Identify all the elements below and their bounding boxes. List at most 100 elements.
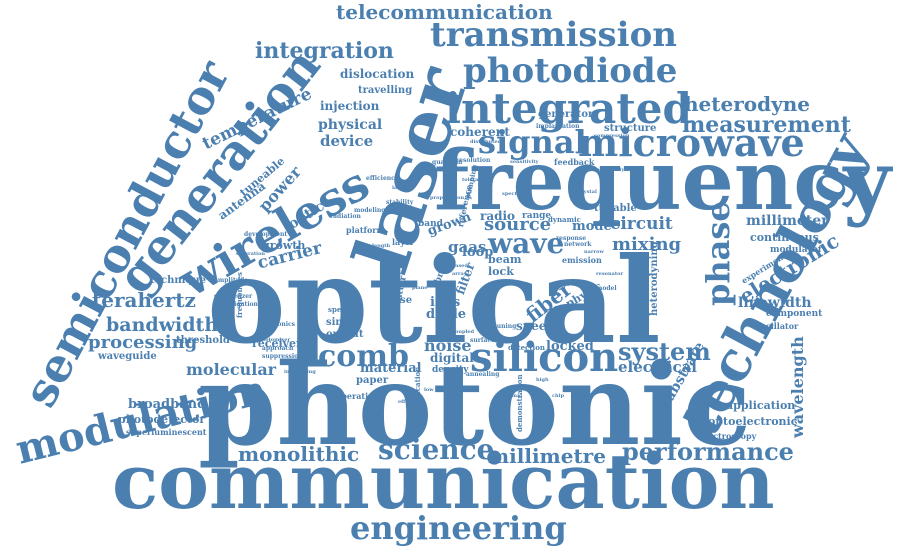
word-spectroscopy: spectroscopy xyxy=(698,431,757,441)
word-thermal: thermal xyxy=(500,393,523,399)
word-length: length xyxy=(372,243,391,249)
word-stability: stability xyxy=(386,199,414,206)
word-structure: structure xyxy=(604,123,657,134)
word-network: network xyxy=(564,241,592,248)
word-saturation: saturation xyxy=(236,251,266,257)
word-threshold: threshold xyxy=(176,335,230,346)
word-surface: surface xyxy=(470,337,495,344)
word-millimeter: millimeter xyxy=(746,213,829,229)
word-heterodyne: heterodyne xyxy=(684,92,810,116)
word-speed: speed xyxy=(516,319,555,333)
word-sensitivity: sensitivity xyxy=(510,159,539,165)
word-radio: radio xyxy=(480,209,516,223)
word-monolithic: monolithic xyxy=(238,442,360,466)
word-fabrication: fabrication xyxy=(413,366,422,410)
word-amplifier: amplifier xyxy=(554,303,590,312)
word-band: band xyxy=(418,219,443,229)
word-circuit: circuit xyxy=(610,214,673,234)
word-platform: platform xyxy=(346,225,385,235)
word-noise: noise xyxy=(424,336,472,355)
word-application: application xyxy=(726,399,796,412)
word-emission: emission xyxy=(562,255,602,265)
word-broadband: broadband xyxy=(128,397,207,412)
word-gaas: gaas xyxy=(448,238,487,256)
word-phased: phased xyxy=(448,263,468,269)
word-mixing: mixing xyxy=(612,234,682,255)
word-plane: plane xyxy=(412,285,428,291)
word-transmission: transmission xyxy=(430,15,677,55)
word-digital: digital xyxy=(430,351,474,365)
word-dynamic: dynamic xyxy=(548,215,581,224)
word-measurement: measurement xyxy=(682,112,851,138)
word-microwave: microwave xyxy=(578,120,805,165)
word-linewidth: linewidth xyxy=(738,295,812,311)
word-density: density xyxy=(432,365,469,375)
word-bandwidth: bandwidth xyxy=(106,314,219,336)
word-output: output xyxy=(326,329,364,340)
word-synthesizer: synthesizer xyxy=(214,293,253,300)
word-optoelectronic: optoelectronic xyxy=(708,415,798,428)
word-diode: diode xyxy=(426,307,467,322)
word-coupled: coupled xyxy=(452,329,475,335)
word-feedback: feedback xyxy=(554,157,595,167)
word-efficiency: efficiency xyxy=(366,175,399,182)
word-performance: performance xyxy=(622,437,794,466)
word-silicon: silicon xyxy=(470,334,619,381)
word-distributed: distributed xyxy=(470,139,502,145)
word-spectral: spectral xyxy=(328,305,360,314)
word-modulator: modulator xyxy=(770,245,823,255)
word-model: model xyxy=(596,285,617,292)
word-array: array xyxy=(452,271,467,277)
word-response: response xyxy=(556,235,587,242)
word-implantation: implantation xyxy=(536,123,580,130)
word-chip: chip xyxy=(552,393,565,399)
word-component: component xyxy=(766,309,823,319)
word-lasing: lasing xyxy=(392,185,409,191)
word-millimetre: millimetre xyxy=(488,444,606,468)
word-photonics: photonics xyxy=(262,321,296,328)
word-comb: comb xyxy=(318,339,409,374)
word-resonator: resonator xyxy=(596,271,624,277)
word-source: source xyxy=(484,214,552,235)
word-growth: growth xyxy=(262,239,306,252)
word-demonstration: demonstration xyxy=(515,374,524,432)
word-generator: generator xyxy=(538,109,594,120)
word-amplitude: amplitude xyxy=(214,277,249,284)
word-loop: loop xyxy=(462,245,494,260)
word-dislocation: dislocation xyxy=(340,67,415,81)
word-propagation: propagation xyxy=(430,195,465,201)
word-single: single xyxy=(326,317,360,328)
word-tunable: tunable xyxy=(594,203,637,214)
word-frequency: frequency xyxy=(434,133,891,229)
word-material: material xyxy=(360,361,422,376)
word-monolithically: monolithically xyxy=(584,167,625,173)
word-suppression: suppression xyxy=(262,353,303,360)
word-device: device xyxy=(320,132,374,150)
word-technique: technique xyxy=(150,275,207,286)
word-frequencies: frequencies xyxy=(235,272,244,318)
word-operating: operating xyxy=(336,391,380,401)
word-integrated: integrated xyxy=(445,84,692,133)
word-waveguide: waveguide xyxy=(98,351,157,362)
word-investigation: investigation xyxy=(214,301,258,308)
word-radiation: radiation xyxy=(330,213,361,220)
word-travelling: travelling xyxy=(358,85,413,96)
word-resolution: resolution xyxy=(456,157,491,164)
word-modeling: modeling xyxy=(354,207,386,214)
word-physical: physical xyxy=(318,117,383,133)
word-superluminescent: superluminescent xyxy=(126,427,207,437)
word-pulse: pulse xyxy=(382,295,413,306)
word-approach: approach xyxy=(262,345,294,352)
word-annealing: annealing xyxy=(466,371,500,378)
word-system: system xyxy=(618,337,711,366)
word-crystal: crystal xyxy=(578,189,597,195)
word-communication: communication xyxy=(112,437,775,526)
word-beam: beam xyxy=(488,253,522,266)
word-oscillator: oscillator xyxy=(756,321,799,331)
word-tuning: tuning xyxy=(494,323,517,330)
word-terahertz: terahertz xyxy=(92,288,196,312)
word-mode: mode xyxy=(572,219,612,234)
word-integrating: integrating xyxy=(284,369,316,375)
word-low: low xyxy=(424,387,434,393)
word-injection: injection xyxy=(320,99,380,113)
